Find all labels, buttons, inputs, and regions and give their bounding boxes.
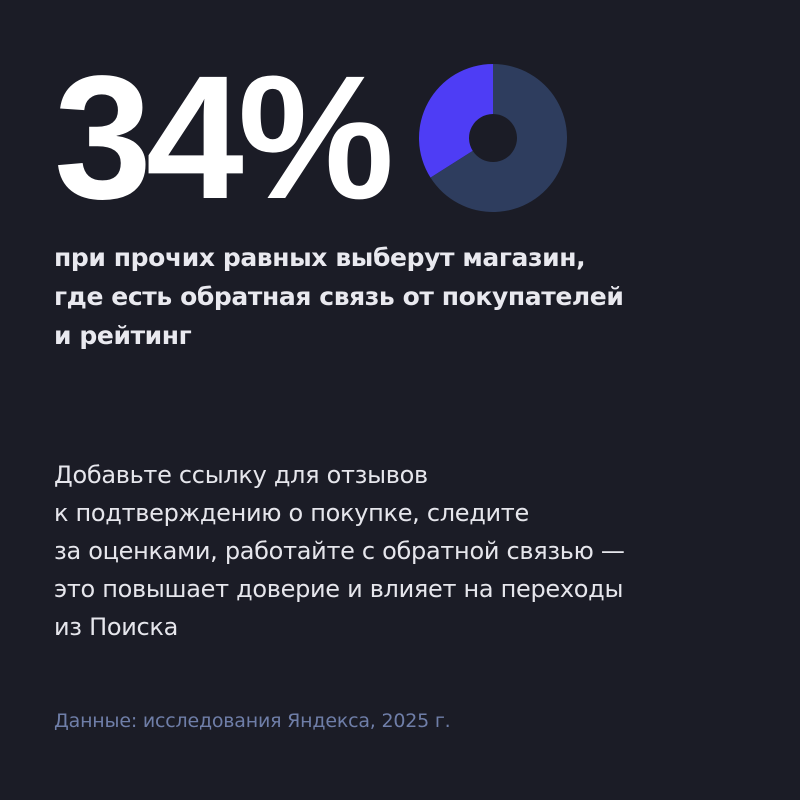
advice-line: к подтверждению о покупке, следите xyxy=(54,499,529,527)
donut-chart xyxy=(418,63,568,213)
donut-slice-remainder xyxy=(430,64,567,213)
headline-line: и рейтинг xyxy=(54,321,192,350)
big-percent-value: 34% xyxy=(54,40,394,236)
headline-line: при прочих равных выберут магазин, xyxy=(54,243,586,272)
advice-line: Добавьте ссылку для отзывов xyxy=(54,461,428,489)
headline-line: где есть обратная связь от покупателей xyxy=(54,282,624,311)
headline: при прочих равных выберут магазин, где е… xyxy=(54,238,754,355)
stat-hero: 34% xyxy=(54,40,394,236)
donut-chart-svg xyxy=(419,64,567,213)
advice-text: Добавьте ссылку для отзывов к подтвержде… xyxy=(54,456,774,646)
source-note: Данные: исследования Яндекса, 2025 г. xyxy=(54,710,451,732)
advice-line: из Поиска xyxy=(54,613,179,641)
advice-line: это повышает доверие и влияет на переход… xyxy=(54,575,624,603)
donut-slice-highlight xyxy=(419,64,493,178)
advice-line: за оценками, работайте с обратной связью… xyxy=(54,537,625,565)
